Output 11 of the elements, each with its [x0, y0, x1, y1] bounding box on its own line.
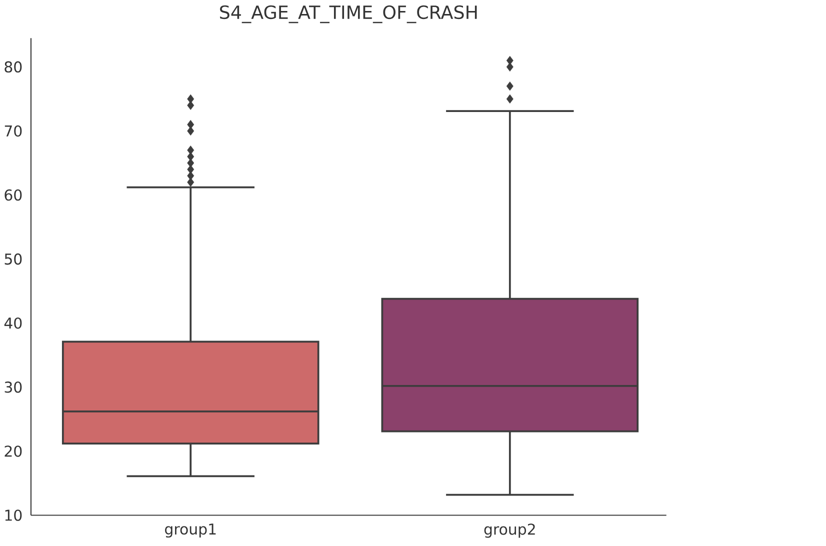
y-tick-label: 80	[4, 61, 22, 73]
y-tick-label: 50	[4, 253, 22, 265]
chart-title: S4_AGE_AT_TIME_OF_CRASH	[220, 5, 477, 24]
y-tick-label: 30	[4, 382, 22, 393]
y-tick-label: 60	[4, 189, 22, 201]
x-tick-label: group1	[165, 524, 216, 538]
x-tick-label: group2	[484, 524, 535, 538]
y-tick-label: 40	[4, 318, 22, 329]
y-tick-label: 20	[4, 446, 22, 457]
y-tick-label: 70	[4, 125, 22, 137]
y-tick-label: 10	[5, 510, 22, 521]
